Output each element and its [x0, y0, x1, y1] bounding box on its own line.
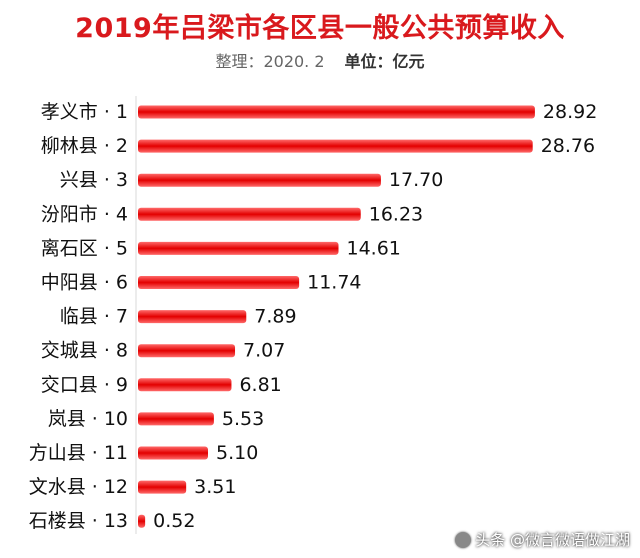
bar-4	[138, 207, 361, 221]
bar-8	[138, 344, 236, 358]
category-label: 汾阳市 · 4	[41, 203, 128, 225]
category-label: 孝义市 · 1	[41, 101, 128, 123]
value-label: 17.70	[389, 169, 443, 191]
category-label: 临县 · 7	[60, 306, 128, 328]
value-label: 28.76	[541, 135, 595, 157]
value-label: 3.51	[194, 476, 236, 498]
value-label: 5.10	[216, 442, 258, 464]
chart-title: 2019年吕梁市各区县一般公共预算收入	[75, 13, 565, 44]
category-label: 柳林县 · 2	[41, 135, 128, 157]
compile-date: 整理：2020. 2	[215, 52, 325, 71]
category-label: 岚县 · 10	[48, 408, 128, 430]
category-label: 离石区 · 5	[41, 237, 128, 259]
unit-label: 单位：亿元	[344, 52, 425, 71]
category-label: 方山县 · 11	[29, 442, 128, 464]
bar-3	[138, 173, 381, 187]
category-label: 文水县 · 12	[29, 476, 128, 498]
bar-11	[138, 446, 208, 460]
toutiao-logo-icon	[455, 531, 472, 548]
watermark-text: 头条 @微言微语做江湖	[475, 531, 630, 549]
bar-2	[138, 139, 533, 153]
value-label: 14.61	[347, 237, 401, 259]
bar-10	[138, 412, 214, 426]
value-label: 6.81	[239, 374, 281, 396]
value-label: 16.23	[369, 203, 423, 225]
bar-6	[138, 276, 300, 289]
bar-13	[138, 514, 146, 528]
value-label: 11.74	[307, 272, 361, 294]
category-label: 中阳县 · 6	[41, 272, 128, 294]
category-label: 交城县 · 8	[41, 340, 128, 362]
bar-7	[138, 310, 247, 324]
bar-12	[138, 480, 187, 494]
category-label: 兴县 · 3	[60, 169, 128, 191]
watermark: 头条 @微言微语做江湖	[455, 529, 630, 550]
chart-subtitle: 整理：2020. 2 单位：亿元	[0, 48, 640, 72]
bar-5	[138, 241, 339, 255]
value-label: 0.52	[153, 510, 195, 532]
bar-9	[138, 378, 232, 392]
category-label: 石楼县 · 13	[29, 510, 128, 532]
category-label: 交口县 · 9	[41, 374, 128, 396]
bar-1	[138, 105, 535, 119]
value-label: 7.07	[243, 340, 285, 362]
value-label: 5.53	[222, 408, 264, 430]
value-label: 7.89	[254, 306, 296, 328]
value-label: 28.92	[543, 101, 597, 123]
